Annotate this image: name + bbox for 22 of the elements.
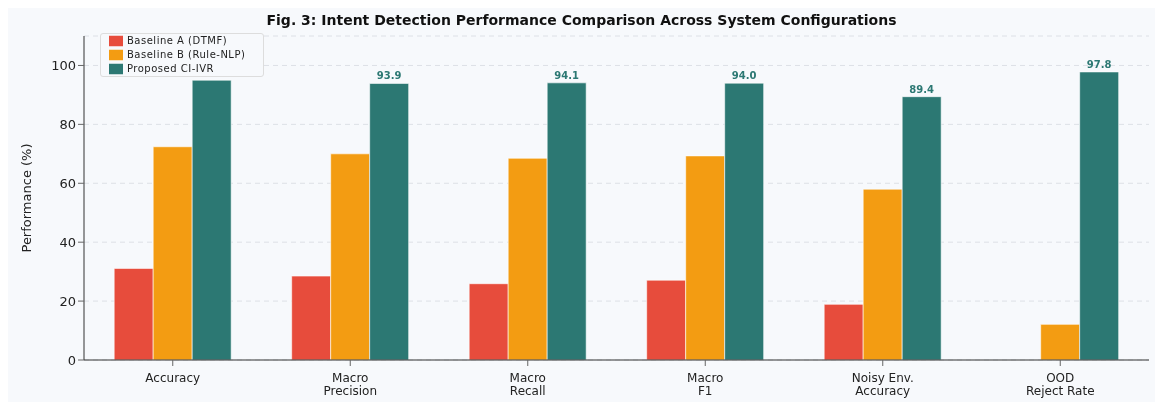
legend-label: Proposed CI-IVR [127, 63, 214, 74]
y-tick-label: 20 [59, 293, 76, 309]
y-axis-title: Performance (%) [18, 143, 34, 253]
data-label: 94.0 [731, 70, 757, 82]
x-tick-label: Noisy Env. Accuracy [851, 370, 914, 398]
x-tick-label: Macro Precision [323, 370, 378, 398]
chart-title: Fig. 3: Intent Detection Performance Comparison Across System Configurations [265, 11, 898, 30]
data-label: 89.4 [909, 83, 935, 95]
x-tick-label: Macro F1 [687, 370, 724, 398]
y-tick-label: 40 [59, 234, 76, 250]
x-tick-label: Accuracy [145, 370, 201, 385]
legend-label: Baseline B (Rule-NLP) [127, 49, 246, 60]
data-label: 97.8 [1086, 58, 1112, 70]
y-tick-label: 60 [59, 175, 76, 191]
legend-label: Baseline A (DTMF) [127, 35, 228, 46]
y-tick-label: 100 [51, 58, 76, 74]
data-label: 94.1 [554, 69, 580, 81]
data-label: 93.9 [376, 70, 402, 82]
x-tick-label: OOD Reject Rate [1025, 370, 1095, 398]
x-tick-label: Macro Recall [509, 370, 546, 398]
y-tick-label: 0 [67, 352, 76, 368]
y-tick-label: 80 [59, 116, 76, 132]
